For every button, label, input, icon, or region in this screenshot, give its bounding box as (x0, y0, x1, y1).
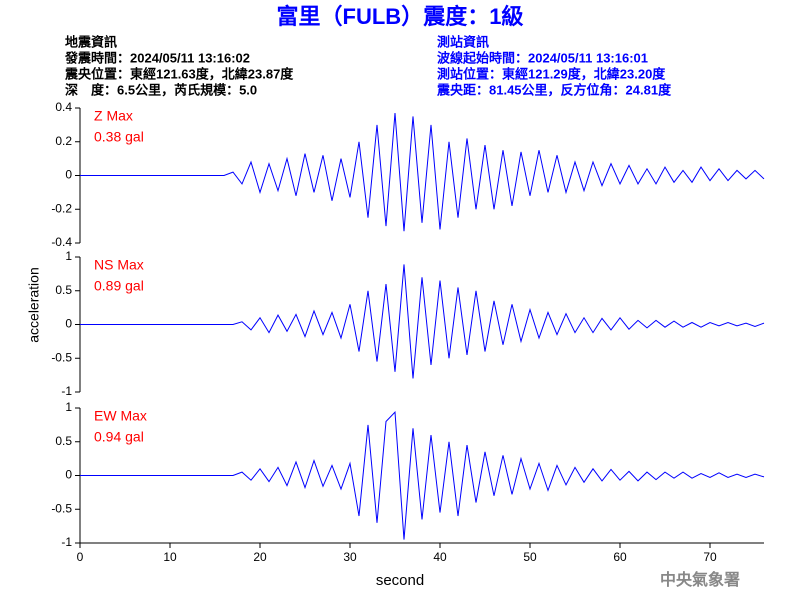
x-tick-label: 70 (703, 550, 717, 564)
footer: 中央氣象署 (660, 570, 740, 589)
title: 富里（FULB）震度：1級 (277, 4, 524, 29)
y-tick-label: -0.4 (51, 235, 72, 249)
panel-max: 0.89 gal (94, 278, 144, 294)
panel-max: 0.38 gal (94, 129, 144, 145)
earthquake-info: 發震時間：2024/05/11 13:16:02 (64, 50, 250, 65)
panel-max: 0.94 gal (94, 429, 144, 445)
y-tick-label: 1 (65, 249, 72, 263)
waveform (80, 113, 765, 232)
station-info: 震央距：81.45公里，反方位角：24.81度 (436, 82, 672, 97)
y-tick-label: 1 (65, 400, 72, 414)
x-tick-label: 50 (523, 550, 537, 564)
y-axis-label: acceleration (26, 267, 42, 343)
x-tick-label: 60 (613, 550, 627, 564)
y-tick-label: -0.5 (51, 350, 72, 364)
y-tick-label: 0.5 (55, 283, 72, 297)
y-tick-label: 0 (65, 468, 72, 482)
earthquake-info: 地震資訊 (65, 34, 117, 49)
y-tick-label: 0.2 (55, 134, 72, 148)
x-tick-label: 20 (253, 550, 267, 564)
y-tick-label: -1 (61, 535, 72, 549)
earthquake-info: 震央位置：東經121.63度，北緯23.87度 (64, 66, 294, 81)
y-tick-label: -1 (61, 384, 72, 398)
earthquake-info: 深 度：6.5公里，芮氏規模：5.0 (65, 82, 257, 97)
panel-label: EW Max (94, 408, 147, 424)
x-tick-label: 30 (343, 550, 357, 564)
y-tick-label: -0.5 (51, 501, 72, 515)
x-tick-label: 0 (77, 550, 84, 564)
panel-label: Z Max (94, 108, 133, 124)
waveform (80, 264, 765, 379)
panel-label: NS Max (94, 257, 144, 273)
station-info: 測站位置：東經121.29度，北緯23.20度 (437, 66, 666, 81)
x-tick-label: 40 (433, 550, 447, 564)
y-tick-label: 0.5 (55, 434, 72, 448)
x-axis-label: second (376, 572, 424, 589)
y-tick-label: -0.2 (51, 201, 72, 215)
x-tick-label: 10 (163, 550, 177, 564)
y-tick-label: 0 (65, 317, 72, 331)
waveform (80, 410, 765, 540)
y-tick-label: 0 (65, 168, 72, 182)
station-info: 波線起始時間：2024/05/11 13:16:01 (437, 50, 648, 65)
y-tick-label: 0.4 (55, 100, 72, 114)
station-info: 測站資訊 (437, 34, 489, 49)
